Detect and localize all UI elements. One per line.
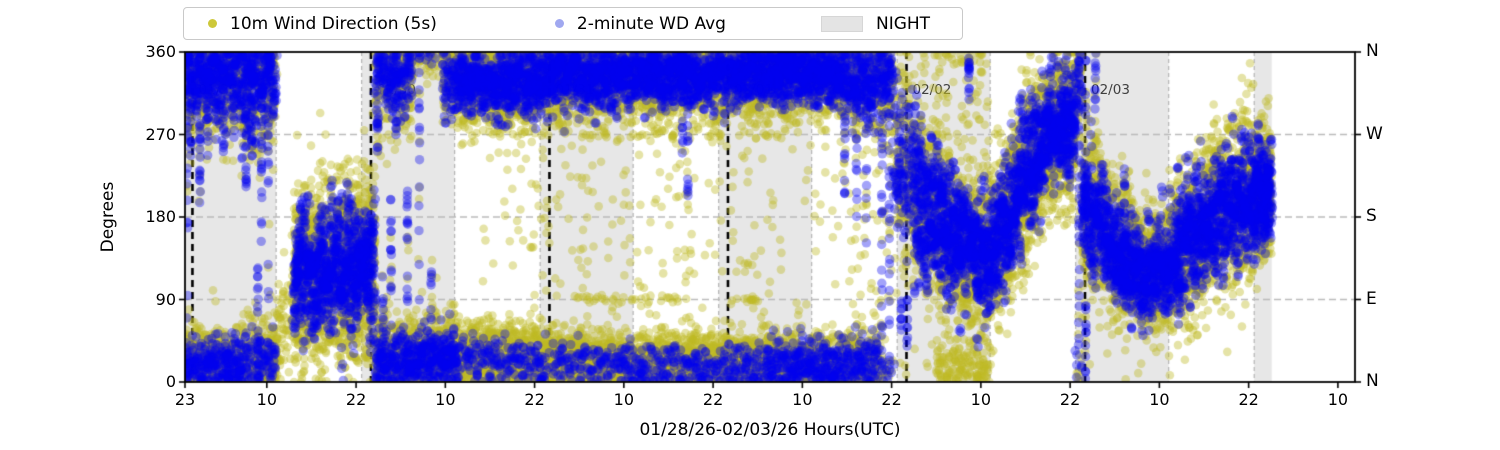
legend-item-2min-avg: 2-minute WD Avg — [554, 13, 726, 34]
legend-item-night: NIGHT — [820, 13, 931, 34]
legend: 10m Wind Direction (5s) 2-minute WD Avg … — [183, 7, 963, 40]
legend-item-5s-wind-direction: 10m Wind Direction (5s) — [208, 14, 437, 34]
blue-dot-icon — [554, 19, 564, 28]
legend-label: 2-minute WD Avg — [576, 13, 726, 34]
night-shading-patch-icon — [820, 15, 863, 32]
olive-dot-icon — [208, 19, 217, 28]
legend-label: 10m Wind Direction (5s) — [230, 13, 437, 34]
legend-label: NIGHT — [875, 13, 931, 34]
